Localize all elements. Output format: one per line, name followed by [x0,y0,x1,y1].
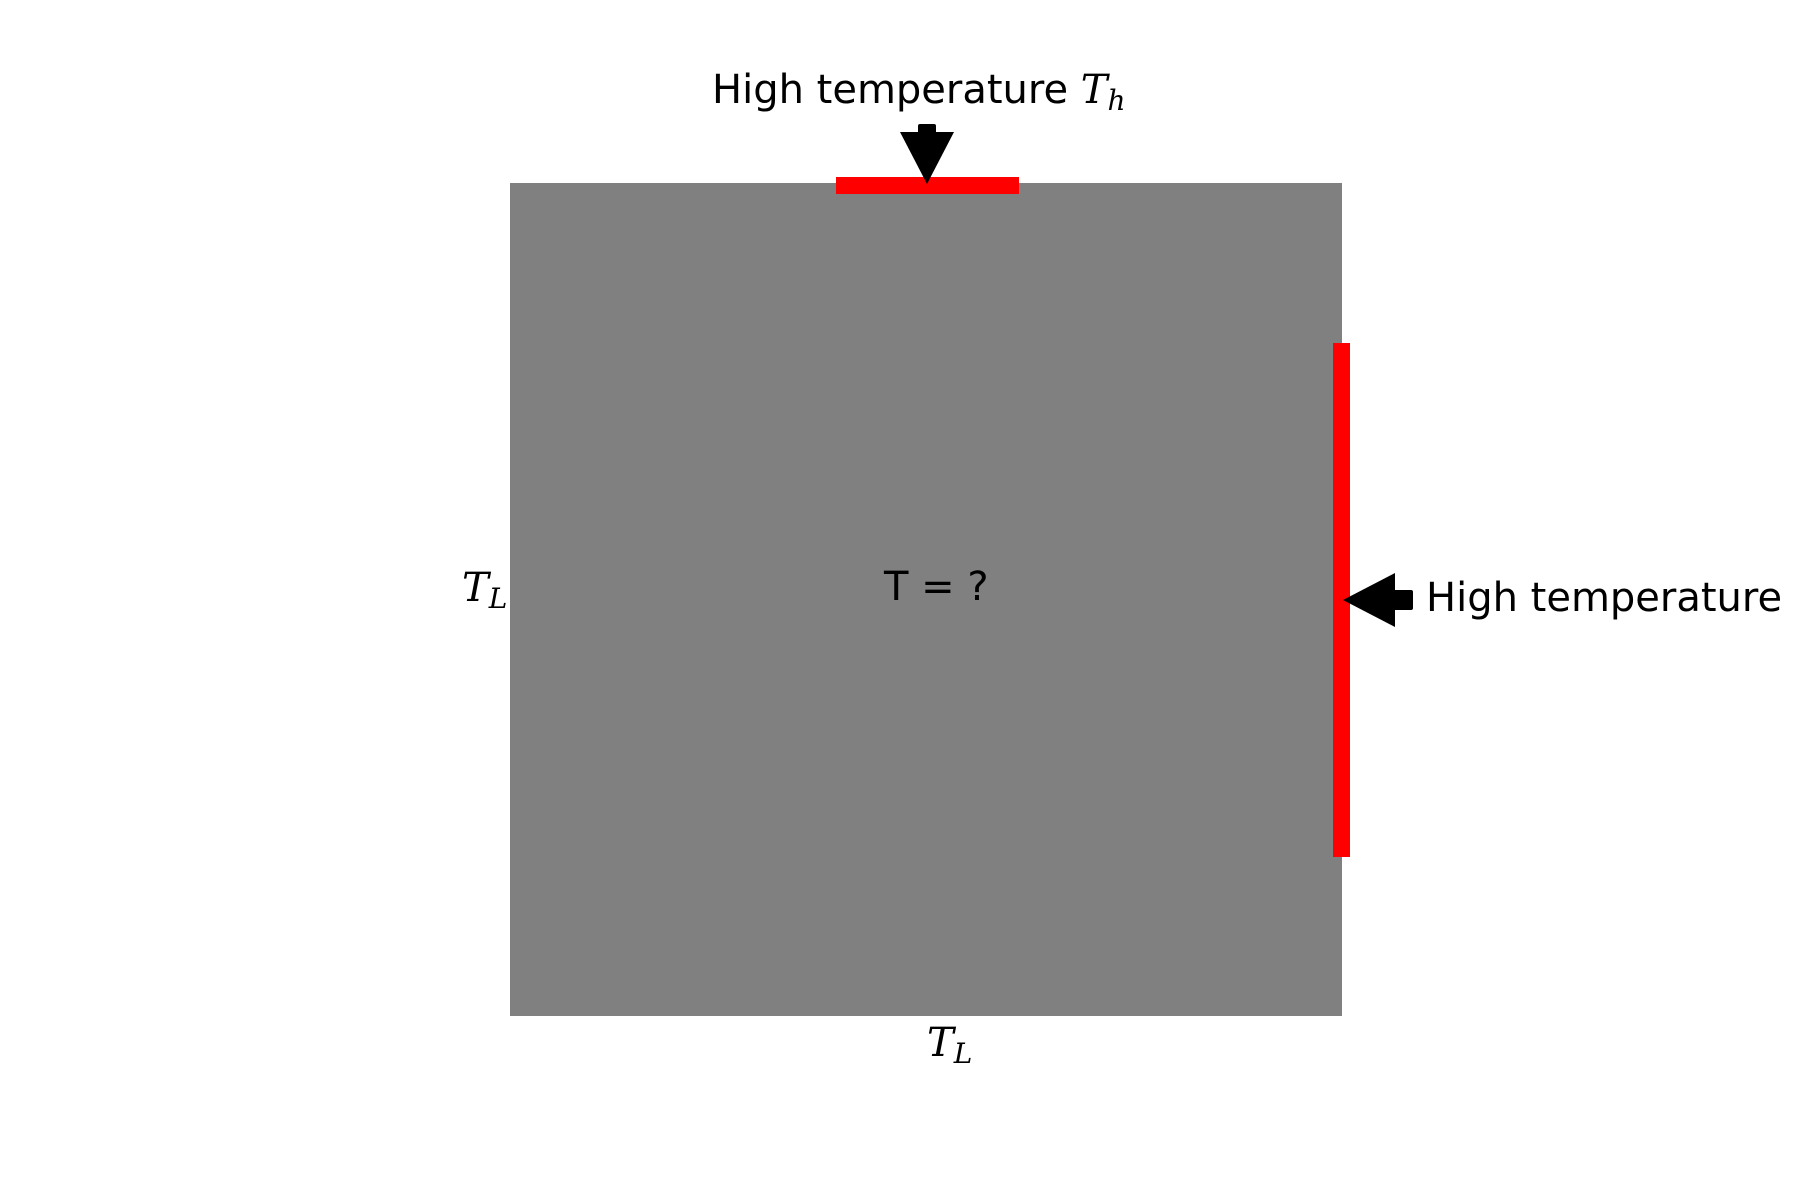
right-boundary-text: High temperature [1426,575,1783,621]
top-hot-boundary-segment [836,177,1019,194]
top-boundary-text: High temperature [712,67,1069,113]
right-hot-boundary-segment [1333,343,1350,857]
arrow-down-icon [900,124,954,184]
arrow-left-icon [1343,573,1413,627]
unknown-temperature-label: T = ? [884,564,989,610]
top-boundary-label: High temperature Th [712,67,1126,117]
domain-plate [510,183,1342,1016]
left-boundary-label: TL [462,565,508,615]
bottom-boundary-label: TL [927,1020,973,1070]
top-boundary-symbol: Th [1080,67,1126,117]
right-boundary-label: High temperature [1426,578,1782,618]
